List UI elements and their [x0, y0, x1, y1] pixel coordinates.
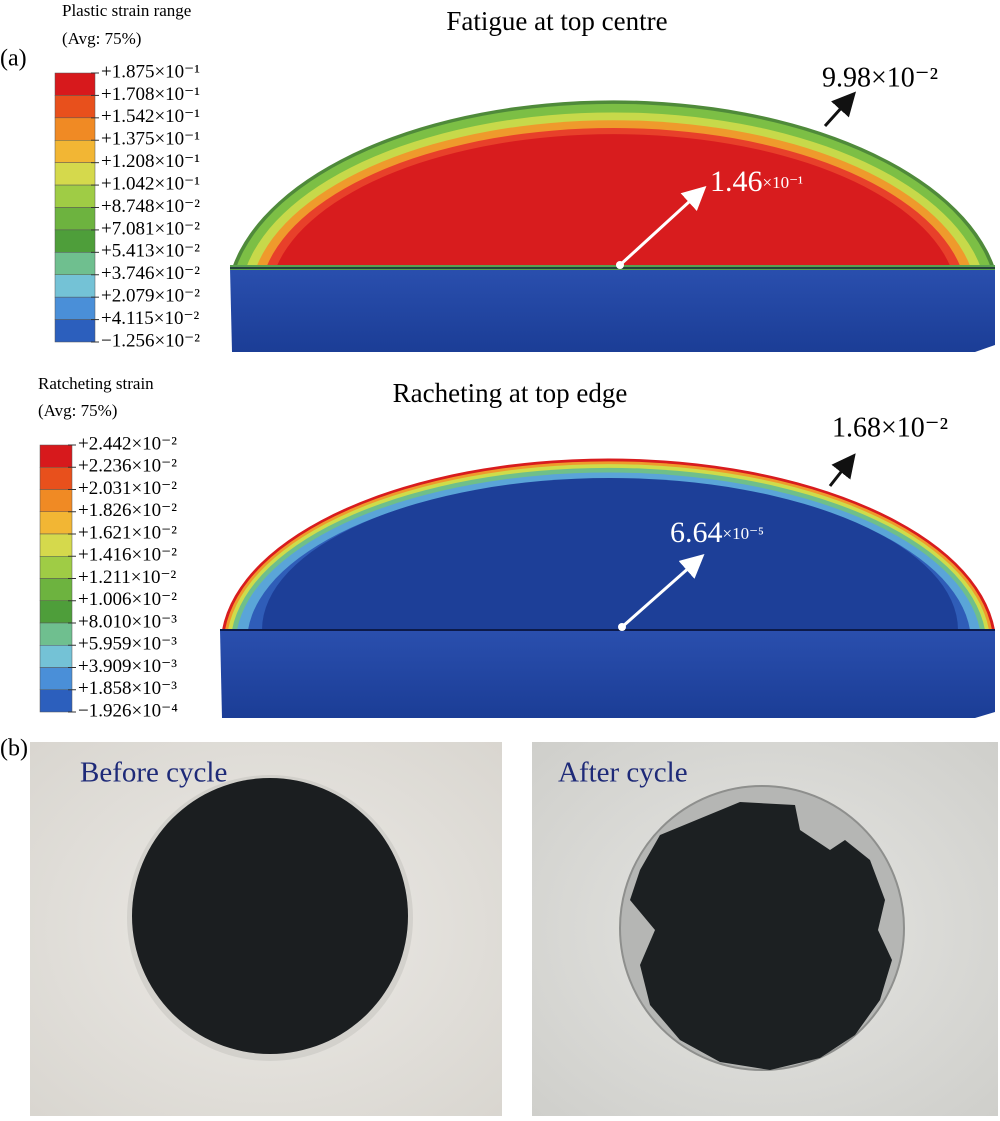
- exponent: ×10⁻⁵: [723, 524, 765, 543]
- arrow: [618, 185, 707, 267]
- plot-title: Racheting at top edge: [393, 378, 628, 408]
- legend-label: +2.079×10⁻²: [101, 286, 200, 307]
- photo-caption: Before cycle: [80, 757, 227, 789]
- value: 1.46: [710, 165, 763, 198]
- legend-label: +1.006×10⁻²: [78, 589, 177, 610]
- arrow: [823, 91, 857, 128]
- legend-swatch: [39, 533, 73, 557]
- legend-label: +1.708×10⁻¹: [101, 84, 200, 105]
- outer-annotation: 9.98×10⁻²: [822, 62, 938, 93]
- legend-swatch: [54, 319, 96, 343]
- legend-swatch: [39, 667, 73, 690]
- legend-label: +2.236×10⁻²: [78, 456, 177, 477]
- legend-swatch: [54, 252, 96, 275]
- legend-swatch: [54, 95, 96, 119]
- legend-label: −1.256×10⁻²: [101, 330, 200, 351]
- legend-label: +7.081×10⁻²: [101, 218, 200, 239]
- legend-swatch: [54, 117, 96, 141]
- legend-swatch: [39, 556, 73, 579]
- plot-title: Fatigue at top centre: [446, 6, 667, 36]
- arrow: [621, 554, 705, 629]
- legend-label: +1.875×10⁻¹: [101, 61, 200, 82]
- panel-label: (a): [0, 46, 27, 72]
- legend-swatch: [54, 296, 96, 320]
- legend-label: +4.115×10⁻²: [101, 308, 200, 329]
- legend-label: +8.748×10⁻²: [101, 196, 200, 217]
- legend-swatch: [54, 207, 96, 231]
- legend-label: +1.542×10⁻¹: [101, 106, 200, 127]
- legend-swatch: [54, 72, 96, 96]
- legend-label: +5.413×10⁻²: [101, 241, 200, 262]
- legend-swatch: [54, 229, 96, 253]
- model: [220, 458, 995, 718]
- legend-label: +1.375×10⁻¹: [101, 129, 200, 150]
- inner-annotation: 6.64×10⁻⁵: [670, 516, 764, 549]
- legend-title: Plastic strain range: [62, 1, 191, 20]
- legend-label: +5.959×10⁻³: [78, 634, 177, 655]
- legend-subtitle: (Avg: 75%): [38, 401, 117, 420]
- legend-swatch: [39, 689, 73, 713]
- arrow-origin: [618, 623, 626, 631]
- legend-label: +2.442×10⁻²: [78, 433, 177, 454]
- sample: [132, 778, 408, 1054]
- sample-coating: [630, 802, 892, 1070]
- model: [230, 100, 995, 352]
- legend-label: +1.042×10⁻¹: [101, 173, 200, 194]
- value: 6.64: [670, 516, 723, 549]
- legend-label: +3.746×10⁻²: [101, 263, 200, 284]
- legend-label: +8.010×10⁻³: [78, 611, 177, 632]
- photo-caption: After cycle: [558, 757, 688, 789]
- legend-swatch: [39, 489, 73, 512]
- legend-label: +3.909×10⁻³: [78, 656, 177, 677]
- legend-swatch: [39, 578, 73, 601]
- legend-swatch: [39, 600, 73, 624]
- legend-label: +1.416×10⁻²: [78, 545, 177, 566]
- legend-swatch: [39, 511, 73, 535]
- legend-label: +1.858×10⁻³: [78, 678, 177, 699]
- arrow: [828, 453, 856, 487]
- legend-title: Ratcheting strain: [38, 374, 154, 393]
- exponent: ×10⁻¹: [763, 173, 804, 192]
- legend-subtitle: (Avg: 75%): [62, 29, 141, 48]
- legend-swatch: [39, 444, 73, 468]
- legend-swatch: [54, 184, 96, 208]
- legend-swatch: [39, 622, 73, 646]
- legend-swatch: [54, 162, 96, 186]
- legend-label: +1.621×10⁻²: [78, 522, 177, 543]
- panel-label: (b): [0, 736, 28, 762]
- legend-label: +1.211×10⁻²: [78, 567, 177, 588]
- legend-label: −1.926×10⁻⁴: [78, 700, 178, 721]
- arrow-origin: [616, 261, 624, 269]
- legend-label: +1.826×10⁻²: [78, 500, 177, 521]
- legend-label: +2.031×10⁻²: [78, 478, 177, 499]
- legend-swatch: [54, 274, 96, 298]
- legend-swatch: [39, 645, 73, 668]
- legend-swatch: [54, 140, 96, 163]
- legend-label: +1.208×10⁻¹: [101, 151, 200, 172]
- outer-annotation: 1.68×10⁻²: [832, 412, 948, 443]
- inner-annotation: 1.46×10⁻¹: [710, 165, 803, 198]
- legend-swatch: [39, 467, 73, 490]
